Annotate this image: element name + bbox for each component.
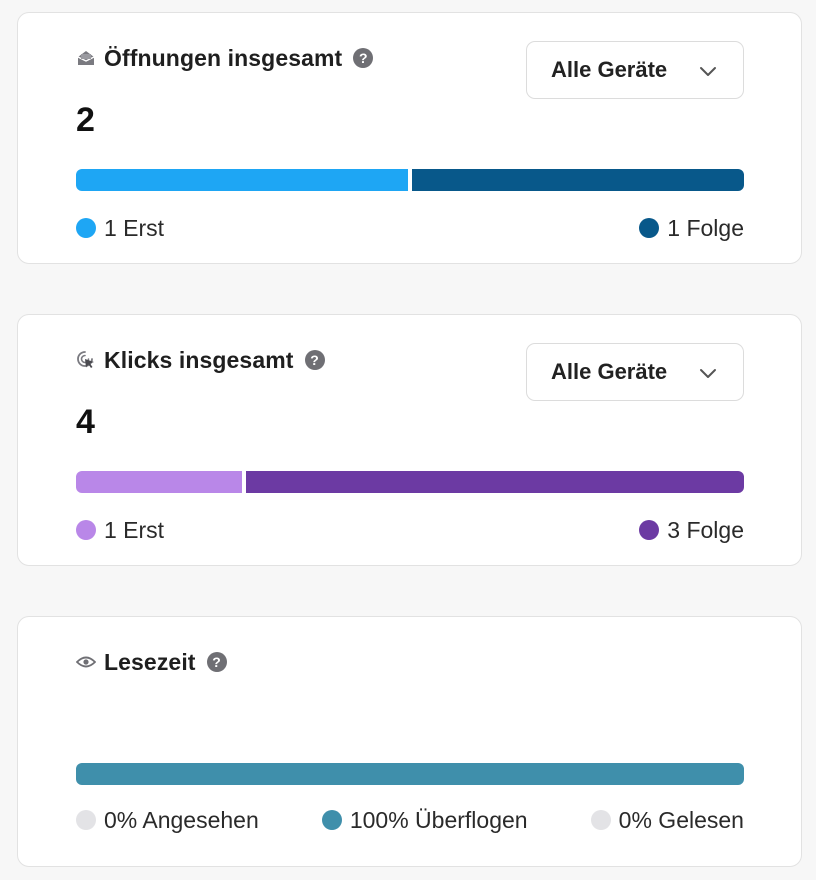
clicks-total: 4 [76, 403, 95, 441]
reading-skimmed-label: 100% Überflogen [349, 806, 528, 833]
legend-dot-skimmed [321, 810, 342, 830]
opens-title: Öffnungen insgesamt [104, 44, 343, 71]
bar-divider [408, 169, 412, 191]
legend-dot-followup [639, 218, 660, 238]
reading-legend-skimmed: 100% Überflogen [321, 806, 528, 834]
help-icon[interactable]: ? [353, 48, 374, 68]
reading-title: Lesezeit [104, 648, 196, 675]
reading-viewed-label: 0% Angesehen [104, 806, 259, 833]
clicks-card-header: Klicks insgesamt ? [76, 345, 325, 375]
clicks-followup-label: 3 Folge [667, 516, 744, 543]
eye-icon [76, 652, 96, 672]
chevron-down-icon [700, 67, 716, 76]
opens-first-segment [76, 169, 408, 191]
envelope-open-icon [76, 48, 96, 68]
reading-skimmed-segment [76, 763, 744, 785]
clicks-first-segment [76, 471, 242, 493]
opens-device-dropdown[interactable]: Alle Geräte [526, 41, 744, 99]
clicks-legend-followup: 3 Folge [639, 517, 744, 544]
opens-bar [76, 169, 744, 191]
opens-legend-first: 1 Erst [76, 215, 164, 242]
opens-first-label: 1 Erst [104, 214, 165, 241]
clicks-device-dropdown-label: Alle Geräte [551, 359, 668, 384]
clicks-legend-first: 1 Erst [76, 517, 164, 544]
legend-dot-read [590, 810, 611, 830]
legend-dot-viewed [76, 810, 96, 830]
reading-time-card: Lesezeit ? 0% Angesehen 100% Überflogen … [17, 616, 802, 867]
clicks-title: Klicks insgesamt [104, 346, 294, 373]
opens-followup-label: 1 Folge [667, 214, 744, 241]
clicks-legend: 1 Erst 3 Folge [76, 515, 744, 545]
opens-card-header: Öffnungen insgesamt ? [76, 43, 374, 73]
opens-device-dropdown-label: Alle Geräte [551, 57, 668, 82]
chevron-down-icon [700, 369, 716, 378]
clicks-first-label: 1 Erst [104, 516, 165, 543]
opens-total: 2 [76, 101, 95, 139]
opens-legend-followup: 1 Folge [639, 215, 744, 242]
legend-dot-first [76, 218, 96, 238]
reading-legend-viewed: 0% Angesehen [76, 807, 259, 834]
legend-dot-first [76, 520, 96, 540]
clicks-card: Klicks insgesamt ? Alle Geräte 4 1 Erst … [17, 314, 802, 566]
legend-dot-followup [639, 520, 660, 540]
clicks-followup-segment [246, 471, 744, 493]
reading-legend: 0% Angesehen 100% Überflogen 0% Gelesen [76, 805, 744, 835]
reading-legend-read: 0% Gelesen [590, 806, 744, 834]
clicks-device-dropdown[interactable]: Alle Geräte [526, 343, 744, 401]
clicks-bar [76, 471, 744, 493]
opens-card: Öffnungen insgesamt ? Alle Geräte 2 1 Er… [17, 12, 802, 264]
help-icon[interactable]: ? [206, 652, 227, 672]
opens-followup-segment [412, 169, 744, 191]
reading-read-label: 0% Gelesen [618, 806, 744, 833]
opens-legend: 1 Erst 1 Folge [76, 213, 744, 243]
cursor-click-icon [76, 350, 96, 370]
help-icon[interactable]: ? [304, 350, 325, 370]
reading-bar [76, 763, 744, 785]
reading-card-header: Lesezeit ? [76, 647, 227, 677]
bar-divider [242, 471, 246, 493]
